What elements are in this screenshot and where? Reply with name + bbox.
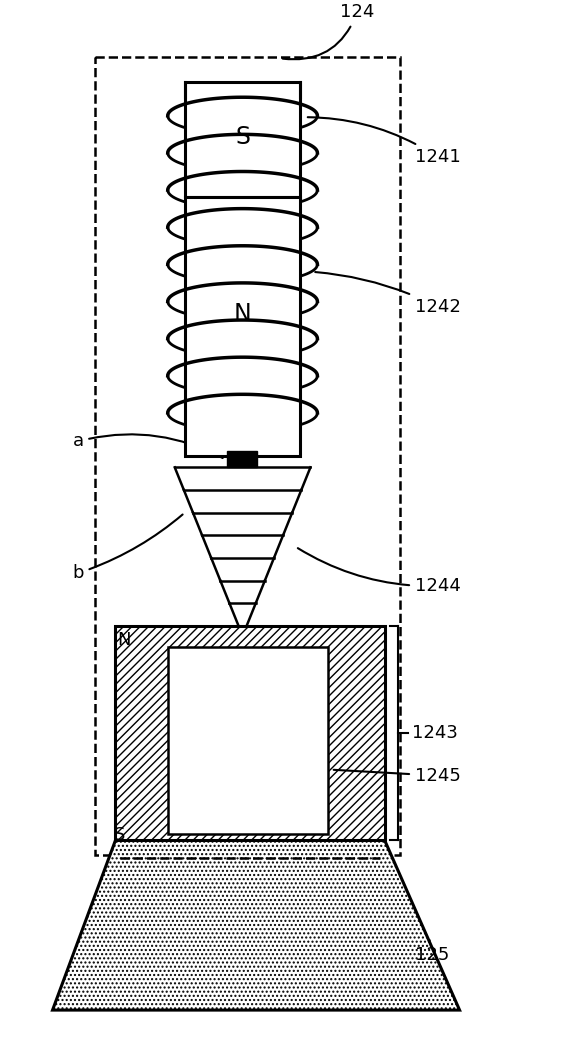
Polygon shape — [185, 98, 300, 197]
Text: 1242: 1242 — [315, 272, 461, 316]
Text: 125: 125 — [415, 940, 449, 964]
Text: 1243: 1243 — [412, 724, 458, 743]
Polygon shape — [116, 626, 385, 840]
Text: N: N — [118, 630, 131, 649]
Text: a: a — [72, 432, 223, 458]
Text: 1244: 1244 — [298, 549, 461, 595]
Polygon shape — [185, 197, 300, 456]
Text: b: b — [72, 514, 183, 582]
Polygon shape — [53, 840, 459, 1010]
Text: S: S — [235, 125, 250, 149]
Polygon shape — [227, 451, 257, 468]
Polygon shape — [168, 647, 328, 834]
Text: 124: 124 — [283, 3, 374, 60]
Text: 1241: 1241 — [308, 117, 461, 166]
Text: N: N — [234, 302, 251, 326]
Text: 1245: 1245 — [334, 767, 461, 785]
Text: S: S — [114, 826, 125, 843]
Polygon shape — [185, 82, 300, 197]
